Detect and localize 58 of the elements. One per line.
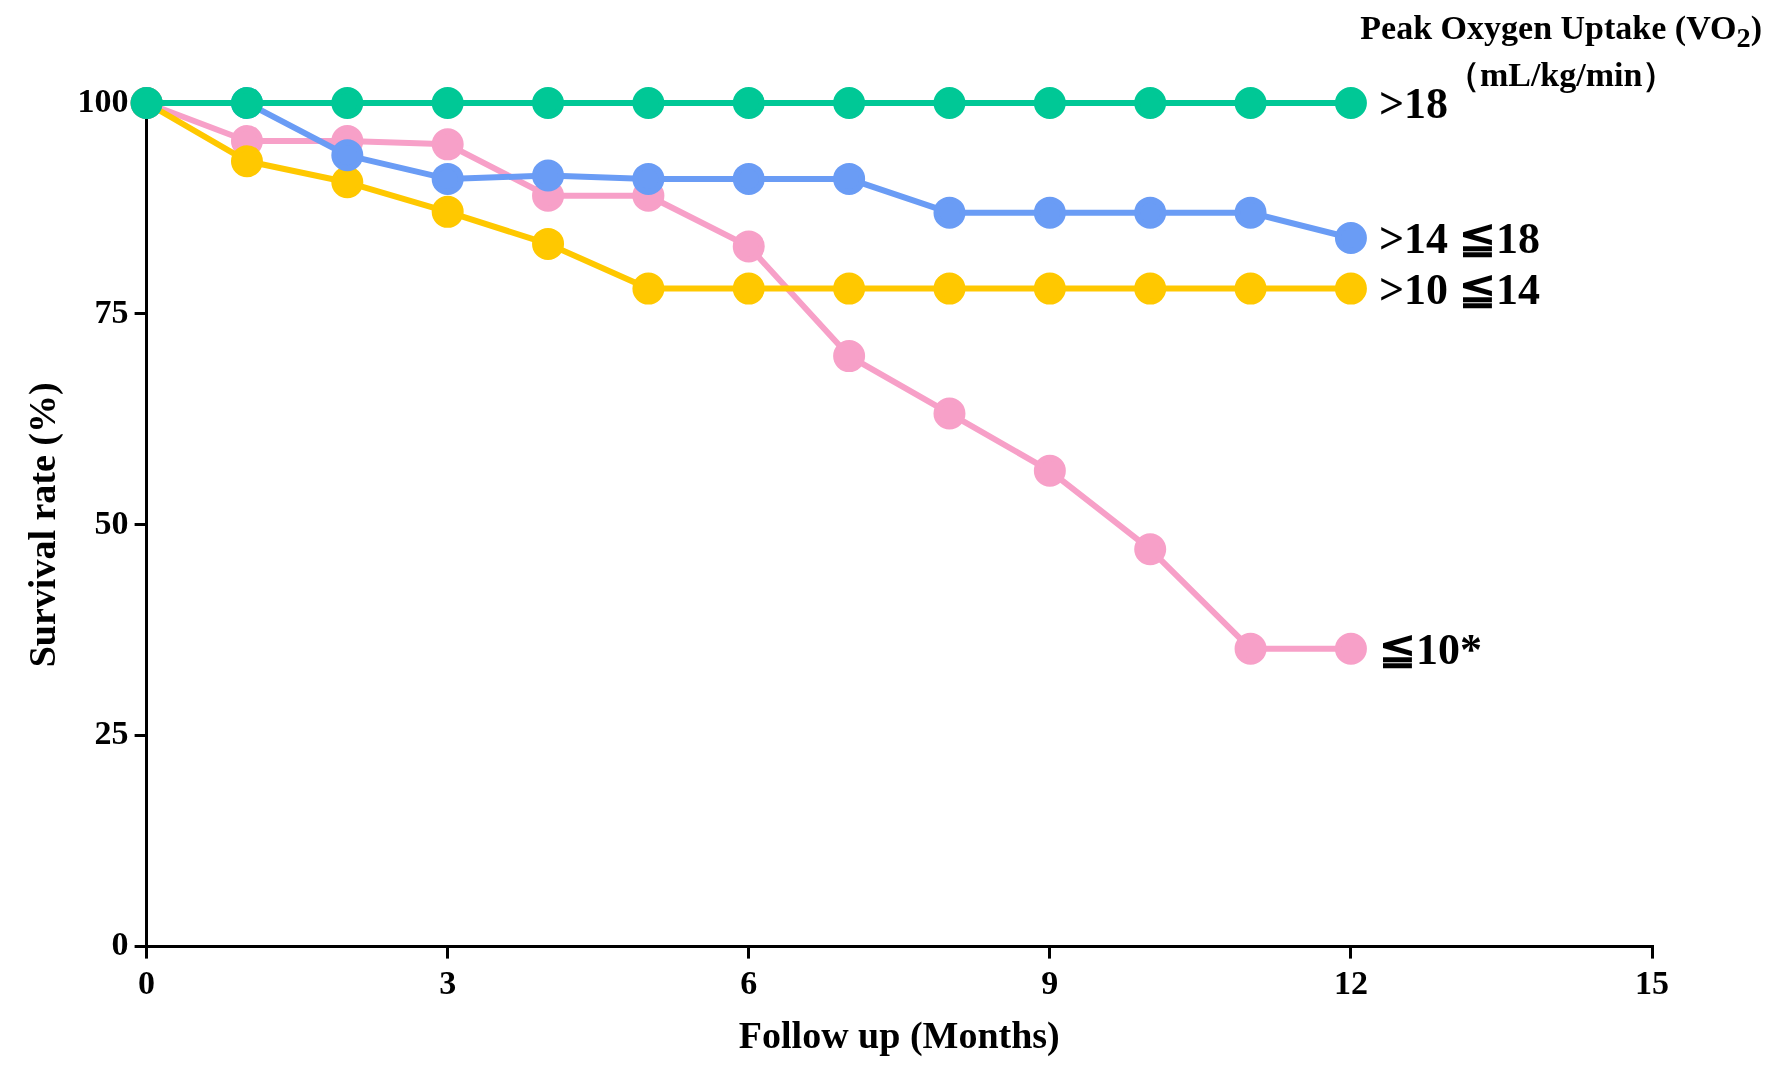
point bbox=[632, 87, 665, 119]
point bbox=[1234, 87, 1267, 119]
point bbox=[732, 87, 765, 119]
y-tick-label: 100 bbox=[77, 81, 129, 119]
point bbox=[632, 162, 665, 195]
point bbox=[1234, 196, 1267, 229]
x-axis-title: Follow up (Months) bbox=[738, 1014, 1060, 1058]
point bbox=[1234, 632, 1267, 665]
point bbox=[331, 139, 364, 172]
series-label: ≦10* bbox=[1378, 625, 1482, 675]
x-tick-label: 0 bbox=[138, 963, 156, 1001]
point bbox=[431, 128, 464, 161]
point bbox=[933, 397, 966, 430]
point bbox=[1033, 87, 1066, 119]
point bbox=[431, 87, 464, 119]
point bbox=[732, 272, 765, 305]
point bbox=[532, 87, 565, 119]
point bbox=[1134, 196, 1167, 229]
point bbox=[1033, 196, 1066, 229]
point bbox=[532, 159, 565, 192]
series-label: >14 ≦18 bbox=[1378, 214, 1540, 264]
point bbox=[532, 227, 565, 260]
point bbox=[933, 196, 966, 229]
point bbox=[933, 87, 966, 119]
series-label: >10 ≦14 bbox=[1378, 264, 1540, 314]
point bbox=[431, 162, 464, 195]
point bbox=[732, 162, 765, 195]
point bbox=[732, 230, 765, 263]
x-tick-label: 6 bbox=[740, 963, 758, 1001]
y-axis-title: Survival rate (%) bbox=[20, 382, 64, 668]
point bbox=[1234, 272, 1267, 305]
point bbox=[331, 166, 364, 199]
x-tick-label: 15 bbox=[1635, 963, 1669, 1001]
point bbox=[1134, 87, 1167, 119]
y-tick-label: 50 bbox=[94, 503, 129, 541]
point bbox=[1033, 454, 1066, 487]
point bbox=[1334, 221, 1367, 254]
point bbox=[833, 272, 866, 305]
point bbox=[1033, 272, 1066, 305]
point bbox=[632, 272, 665, 305]
y-tick-label: 75 bbox=[94, 292, 129, 330]
point bbox=[230, 145, 263, 178]
point bbox=[1334, 632, 1367, 665]
point bbox=[1134, 533, 1167, 566]
point bbox=[1134, 272, 1167, 305]
x-tick-label: 9 bbox=[1041, 963, 1059, 1001]
x-tick-label: 3 bbox=[439, 963, 457, 1001]
y-tick-label: 0 bbox=[111, 925, 129, 963]
point bbox=[431, 195, 464, 228]
point bbox=[1334, 272, 1367, 305]
point bbox=[833, 162, 866, 195]
point bbox=[833, 87, 866, 119]
x-tick-label: 12 bbox=[1333, 963, 1368, 1001]
y-tick-label: 25 bbox=[94, 714, 129, 752]
point bbox=[833, 340, 866, 373]
point bbox=[331, 87, 364, 119]
point bbox=[933, 272, 966, 305]
point bbox=[1334, 87, 1367, 119]
